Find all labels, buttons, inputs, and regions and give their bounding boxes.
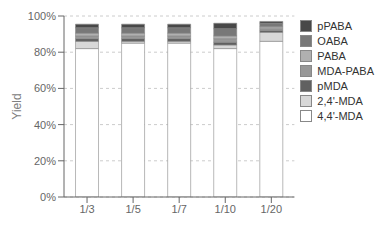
svg-text:1/10: 1/10 (215, 203, 236, 215)
svg-text:60%: 60% (34, 82, 56, 94)
html-text:pPABA: pPABA (317, 20, 352, 32)
html-text:2,4'-MDA: 2,4'-MDA (317, 95, 363, 107)
svg-text:1/20: 1/20 (261, 203, 282, 215)
svg-text:1/3: 1/3 (79, 203, 94, 215)
html-text:OABA: OABA (317, 35, 348, 47)
html-text:pMDA: pMDA (317, 80, 348, 92)
svg-text:20%: 20% (34, 155, 56, 167)
svg-text:80%: 80% (34, 46, 56, 58)
svg-text:1/7: 1/7 (172, 203, 187, 215)
svg-text:40%: 40% (34, 119, 56, 131)
svg-text:Yield: Yield (10, 93, 24, 119)
html-text:PABA: PABA (317, 50, 346, 62)
html-text:4,4'-MDA: 4,4'-MDA (317, 110, 363, 122)
svg-text:0%: 0% (40, 191, 56, 203)
svg-text:100%: 100% (28, 10, 56, 22)
html-text:MDA-PABA: MDA-PABA (317, 65, 374, 77)
svg-text:1/5: 1/5 (125, 203, 140, 215)
